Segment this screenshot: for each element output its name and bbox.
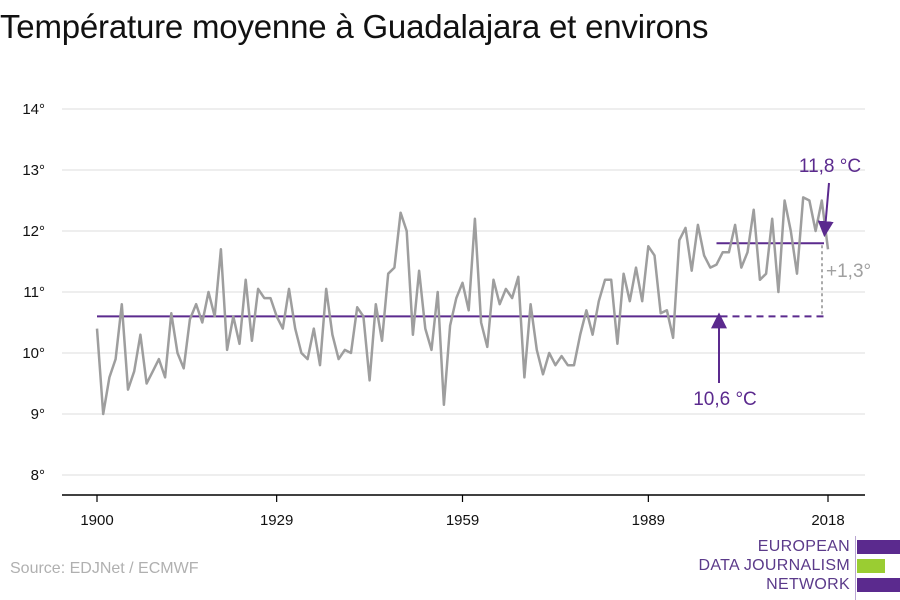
recent-arrow <box>817 182 834 238</box>
temperature-line-chart: 8° 9° 10° 11° 12° 13° 14° 1900 1929 1959 1989 2018… <box>22 101 871 529</box>
edjnet-logo: EUROPEAN DATA JOURNALISM NETWORK <box>698 536 900 600</box>
y-tick-label: 12° <box>22 223 45 240</box>
logo-line-2: DATA JOURNALISM <box>698 557 850 574</box>
y-tick-label: 10° <box>22 345 45 362</box>
x-tick-label: 1989 <box>632 512 665 529</box>
logo-bar-green <box>857 559 885 573</box>
recent-label: 11,8 °C <box>799 156 861 177</box>
x-tick-label: 1959 <box>446 512 479 529</box>
logo-line-1: EUROPEAN <box>757 538 850 555</box>
grid <box>62 108 865 476</box>
logo-line-3: NETWORK <box>766 576 850 593</box>
y-tick-label: 14° <box>22 101 45 118</box>
temperature-series-line <box>95 196 830 416</box>
logo-divider <box>855 536 856 600</box>
series-layer <box>95 196 830 416</box>
x-tick-label: 1900 <box>80 512 113 529</box>
x-axis: 1900 1929 1959 1989 2018 <box>62 494 865 529</box>
baseline-label: 10,6 °C <box>693 389 757 410</box>
y-tick-label: 9° <box>31 406 45 423</box>
difference-label: +1,3° <box>826 261 871 282</box>
y-tick-label: 13° <box>22 162 45 179</box>
x-tick-label: 1929 <box>260 512 293 529</box>
source-note: Source: EDJNet / ECMWF <box>10 560 199 577</box>
logo-bar-purple-1 <box>857 540 900 554</box>
y-tick-label: 11° <box>23 284 45 301</box>
annotations: 10,6 °C 11,8 °C +1,3° <box>693 156 871 410</box>
chart-title: Température moyenne à Guadalajara et env… <box>0 8 709 45</box>
x-tick-label: 2018 <box>811 512 844 529</box>
logo-bar-purple-2 <box>857 578 900 592</box>
y-tick-label: 8° <box>31 467 45 484</box>
y-axis: 8° 9° 10° 11° 12° 13° 14° <box>22 101 45 484</box>
